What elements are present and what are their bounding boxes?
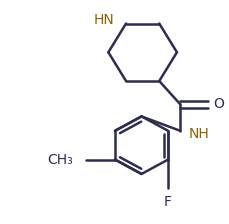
Text: HN: HN bbox=[93, 13, 113, 27]
Text: CH₃: CH₃ bbox=[47, 153, 73, 167]
Text: NH: NH bbox=[188, 127, 209, 141]
Text: O: O bbox=[213, 97, 223, 111]
Text: F: F bbox=[163, 195, 171, 209]
